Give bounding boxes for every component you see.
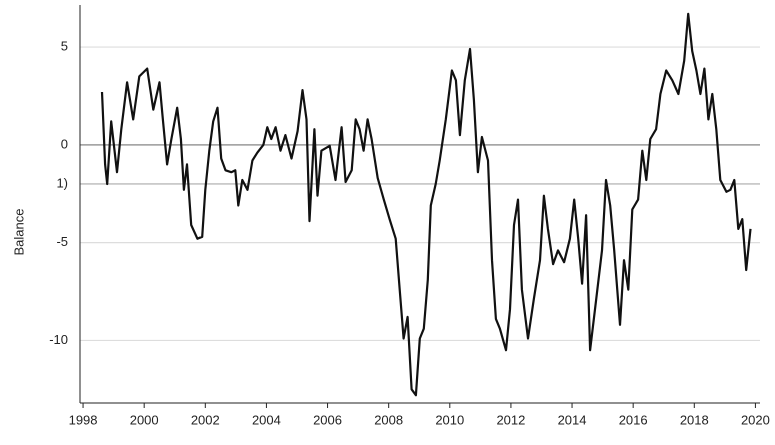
x-tick-label: 2006	[313, 412, 342, 427]
x-tick-label: 2010	[435, 412, 464, 427]
x-tick-label: 2002	[191, 412, 220, 427]
data-line	[100, 12, 752, 397]
y-tick-label: 5	[61, 38, 68, 53]
y-tick-label: -10	[49, 332, 68, 347]
x-tick-label: 2012	[496, 412, 525, 427]
y-tick-label: 0	[61, 136, 68, 151]
x-tick-label: 1998	[69, 412, 98, 427]
x-tick-label: 2008	[374, 412, 403, 427]
x-tick-label: 2004	[252, 412, 281, 427]
x-tick-label: 2016	[619, 412, 648, 427]
x-tick-label: 2000	[130, 412, 159, 427]
x-tick-label: 2020	[741, 412, 770, 427]
y-tick-label: -5	[56, 234, 68, 249]
y-axis-label: Balance	[11, 209, 26, 256]
x-tick-label: 2018	[680, 412, 709, 427]
x-tick-label: 2014	[558, 412, 587, 427]
y-tick-label: 1)	[56, 175, 68, 190]
